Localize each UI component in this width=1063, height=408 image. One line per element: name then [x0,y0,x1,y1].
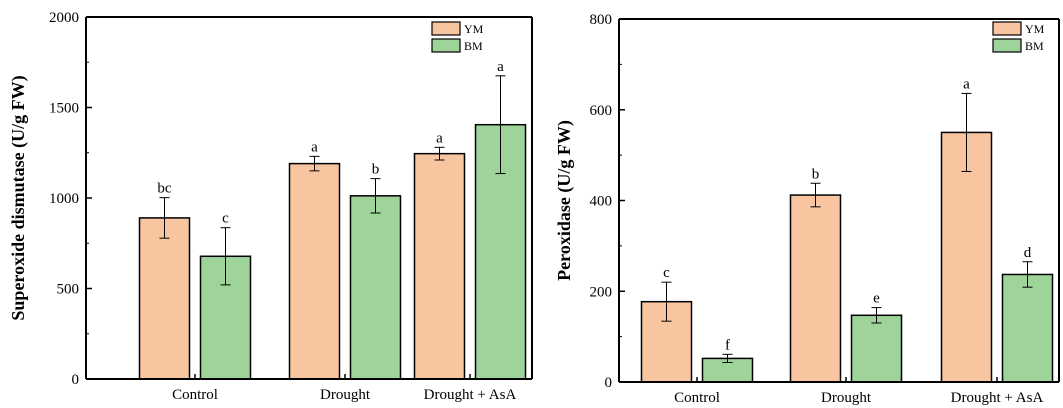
significance-letter: a [311,139,318,155]
y-tick-label: 400 [590,194,613,210]
y-tick-label: 0 [605,375,613,391]
significance-letter: c [222,211,229,227]
significance-letter: e [873,291,880,307]
x-tick-label: Control [172,387,218,403]
significance-letter: b [812,166,820,182]
legend-label: BM [1025,39,1044,53]
legend-swatch [431,38,461,53]
significance-letter: c [663,265,670,281]
y-axis-title: Peroxidase (U/g FW) [554,120,575,281]
bar [1001,273,1054,383]
bar [138,217,191,380]
chart-panel-2: c b a f e d 0 200 400 600 800 Control Drought Drought… [554,12,1060,406]
legend-label: YM [1025,22,1045,36]
legend: YM BM [992,21,1045,53]
y-tick-label: 1500 [49,101,79,117]
legend-label: BM [464,39,483,53]
chart-panel-1: bc a a c b a 0 500 1000 1500 2000 Control Drought Dro… [8,10,533,403]
y-tick-label: 200 [590,284,613,300]
significance-letter: a [497,59,504,75]
significance-letter: d [1024,245,1032,261]
legend-swatch [992,21,1022,36]
y-tick-label: 0 [72,372,80,388]
legend: YM BM [431,21,484,53]
bar [288,162,341,380]
significance-letter: b [372,162,380,178]
significance-letter: bc [157,181,172,197]
series-ym: c b a [640,76,993,383]
y-tick-label: 600 [590,103,613,119]
significance-letter: a [436,130,443,146]
legend-swatch [992,38,1022,53]
x-tick-label: Drought + AsA [951,390,1044,406]
y-tick-label: 500 [57,282,80,298]
x-tick-label: Drought [320,387,371,403]
legend-swatch [431,21,461,36]
x-tick-label: Control [674,390,720,406]
bar [940,131,993,383]
y-tick-label: 2000 [49,10,79,26]
x-tick-label: Drought [821,390,872,406]
x-tick-label: Drought + AsA [424,387,517,403]
series-bm: f e d [701,245,1054,383]
y-tick-label: 800 [590,12,613,28]
bar [349,195,402,380]
significance-letter: a [963,76,970,92]
bar [789,194,842,383]
bar [413,152,466,380]
legend-label: YM [464,22,484,36]
series-bm: c b a [199,59,527,380]
y-axis-title: Superoxide dismutase (U/g FW) [8,75,29,320]
significance-letter: f [725,337,730,353]
bar [850,314,903,383]
y-tick-label: 1000 [49,191,79,207]
